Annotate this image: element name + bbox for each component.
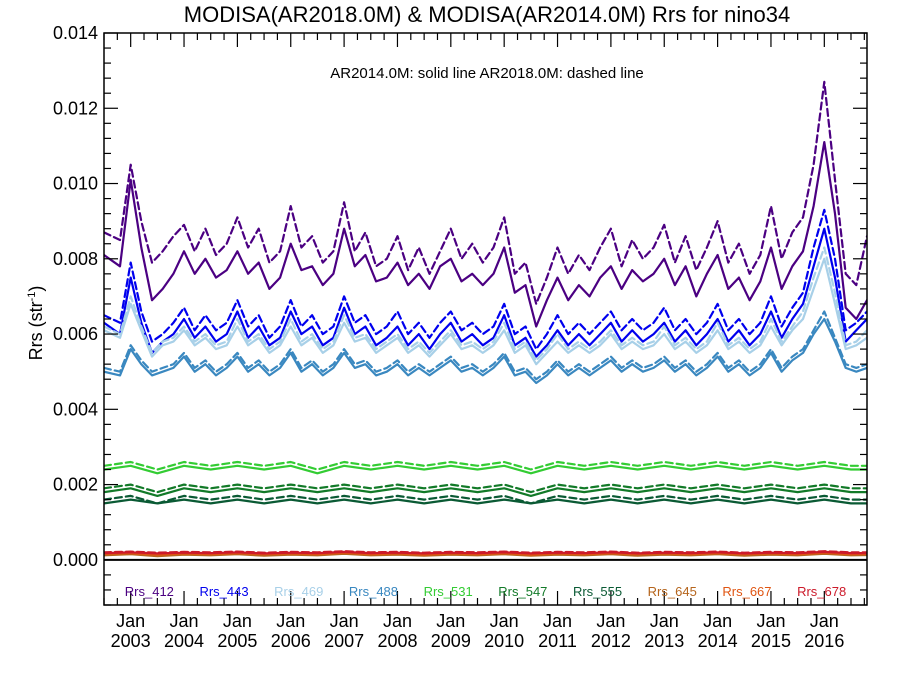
series-line-rrs-555-dashed — [104, 494, 867, 505]
x-tick-label-month: Jan — [383, 611, 412, 631]
y-tick-label: 0.004 — [53, 399, 98, 419]
x-tick-label-year: 2003 — [111, 631, 151, 651]
series-line-rrs-531-dashed — [104, 460, 867, 471]
y-tick-label: 0.008 — [53, 249, 98, 269]
x-tick-label-year: 2006 — [271, 631, 311, 651]
legend-entry-rrs-531: Rrs_531 — [424, 584, 473, 599]
series-line-rrs-412-solid — [104, 141, 867, 328]
series-line-rrs-531-solid — [104, 464, 867, 475]
x-tick-label-year: 2012 — [591, 631, 631, 651]
y-tick-label: 0.014 — [53, 23, 98, 43]
legend-entry-rrs-645: Rrs_645 — [648, 584, 697, 599]
series-line-rrs-443-dashed — [104, 208, 867, 351]
x-tick-label-month: Jan — [596, 611, 625, 631]
y-tick-label: 0.012 — [53, 98, 98, 118]
series-line-rrs-555-solid — [104, 498, 867, 505]
legend-entry-rrs-547: Rrs_547 — [498, 584, 547, 599]
legend-entry-rrs-555: Rrs_555 — [573, 584, 622, 599]
x-tick-label-year: 2009 — [431, 631, 471, 651]
series-line-rrs-469-dashed — [104, 246, 867, 362]
y-tick-label: 0.000 — [53, 550, 98, 570]
x-tick-label-year: 2008 — [377, 631, 417, 651]
x-tick-label-month: Jan — [276, 611, 305, 631]
x-tick-label-month: Jan — [330, 611, 359, 631]
series-line-rrs-678-dashed — [104, 550, 867, 554]
x-tick-label-month: Jan — [436, 611, 465, 631]
legend-entry-rrs-469: Rrs_469 — [274, 584, 323, 599]
x-tick-label-year: 2007 — [324, 631, 364, 651]
x-tick-label-month: Jan — [116, 611, 145, 631]
plot-frame — [103, 32, 868, 606]
series-line-rrs-469-solid — [104, 257, 867, 366]
x-tick-label-year: 2005 — [217, 631, 257, 651]
y-axis-label-sup: -1 — [26, 292, 38, 302]
x-tick-label-month: Jan — [810, 611, 839, 631]
plot-area — [104, 80, 867, 561]
y-tick-label: 0.002 — [53, 475, 98, 495]
legend-entry-rrs-667: Rrs_667 — [722, 584, 771, 599]
legend-entry-rrs-412: Rrs_412 — [125, 584, 174, 599]
y-axis-label-main: Rrs (str — [26, 301, 46, 360]
series-line-rrs-488-dashed — [104, 310, 867, 381]
chart-title: MODISA(AR2018.0M) & MODISA(AR2014.0M) Rr… — [184, 2, 790, 27]
x-tick-label-month: Jan — [650, 611, 679, 631]
legend-entry-rrs-678: Rrs_678 — [797, 584, 846, 599]
legend: Rrs_412 Rrs_443 Rrs_469 Rrs_488 Rrs_531 Rrs_5… — [125, 584, 846, 599]
x-tick-label-month: Jan — [490, 611, 519, 631]
x-tick-label-year: 2016 — [804, 631, 844, 651]
x-tick-label-year: 2013 — [644, 631, 684, 651]
y-tick-label: 0.010 — [53, 174, 98, 194]
series-line-rrs-412-dashed — [104, 80, 867, 305]
x-tick-label-year: 2011 — [538, 631, 577, 651]
legend-entry-rrs-488: Rrs_488 — [349, 584, 398, 599]
x-tick-label-year: 2015 — [751, 631, 791, 651]
x-tick-label-month: Jan — [543, 611, 572, 631]
x-tick-label-year: 2014 — [698, 631, 738, 651]
x-axis: Jan2003Jan2004Jan2005Jan2006Jan2007Jan20… — [103, 33, 865, 651]
x-tick-label-month: Jan — [170, 611, 199, 631]
series-line-rrs-443-solid — [104, 227, 867, 358]
y-axis-label: Rrs (str-1) — [26, 286, 46, 361]
x-tick-label-month: Jan — [223, 611, 252, 631]
series-line-rrs-488-solid — [104, 317, 867, 385]
y-tick-label: 0.006 — [53, 324, 98, 344]
x-tick-label-month: Jan — [756, 611, 785, 631]
y-axis-label-close: ) — [26, 286, 46, 292]
series-line-rrs-547-dashed — [104, 483, 867, 494]
x-tick-label-year: 2004 — [164, 631, 204, 651]
chart-annotation: AR2014.0M: solid line AR2018.0M: dashed … — [330, 65, 644, 82]
y-axis: 0.000 0.002 0.004 0.006 0.008 0.010 0.012 0.014 — [53, 23, 867, 606]
series-line-rrs-547-solid — [104, 487, 867, 497]
x-tick-label-month: Jan — [703, 611, 732, 631]
x-tick-label-year: 2010 — [484, 631, 524, 651]
legend-entry-rrs-443: Rrs_443 — [199, 584, 248, 599]
